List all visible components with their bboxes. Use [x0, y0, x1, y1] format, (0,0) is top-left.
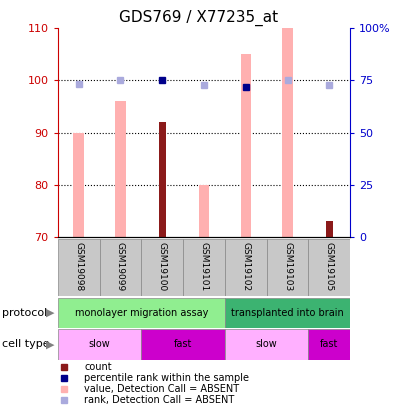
- Text: protocol: protocol: [2, 308, 47, 318]
- Bar: [58, 298, 225, 328]
- Text: GSM19099: GSM19099: [116, 242, 125, 291]
- Bar: [199, 185, 209, 237]
- Bar: [115, 101, 126, 237]
- Text: slow: slow: [256, 339, 277, 350]
- Bar: [158, 122, 166, 237]
- Text: GSM19100: GSM19100: [158, 242, 167, 291]
- Text: cell type: cell type: [2, 339, 50, 350]
- Text: monolayer migration assay: monolayer migration assay: [74, 308, 208, 318]
- Bar: [240, 54, 251, 237]
- Text: GDS769 / X77235_at: GDS769 / X77235_at: [119, 10, 279, 26]
- Text: fast: fast: [320, 339, 339, 350]
- Text: rank, Detection Call = ABSENT: rank, Detection Call = ABSENT: [84, 394, 234, 405]
- Bar: [100, 239, 141, 296]
- Text: GSM19098: GSM19098: [74, 242, 83, 291]
- Bar: [141, 329, 225, 360]
- Bar: [282, 28, 293, 237]
- Bar: [58, 329, 141, 360]
- Bar: [267, 239, 308, 296]
- Text: slow: slow: [89, 339, 110, 350]
- Text: fast: fast: [174, 339, 192, 350]
- Text: GSM19101: GSM19101: [199, 242, 209, 291]
- Text: percentile rank within the sample: percentile rank within the sample: [84, 373, 249, 383]
- Bar: [58, 239, 100, 296]
- Text: transplanted into brain: transplanted into brain: [231, 308, 344, 318]
- Bar: [308, 329, 350, 360]
- Bar: [326, 221, 333, 237]
- Bar: [183, 239, 225, 296]
- Text: ▶: ▶: [45, 339, 54, 350]
- Text: GSM19102: GSM19102: [241, 242, 250, 291]
- Text: GSM19103: GSM19103: [283, 242, 292, 291]
- Text: ▶: ▶: [45, 308, 54, 318]
- Bar: [225, 298, 350, 328]
- Bar: [225, 329, 308, 360]
- Bar: [308, 239, 350, 296]
- Bar: [225, 239, 267, 296]
- Bar: [141, 239, 183, 296]
- Text: count: count: [84, 362, 112, 372]
- Bar: [73, 132, 84, 237]
- Text: value, Detection Call = ABSENT: value, Detection Call = ABSENT: [84, 384, 240, 394]
- Text: GSM19105: GSM19105: [325, 242, 334, 291]
